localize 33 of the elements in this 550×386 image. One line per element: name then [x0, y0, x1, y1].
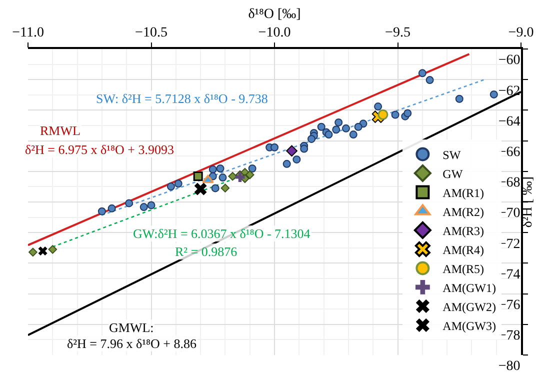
y-tick-label: −68	[498, 176, 520, 191]
legend-label: AM(R4)	[442, 242, 484, 257]
x-tick-label: −11.0	[12, 26, 44, 41]
y-tick-label: −74	[498, 267, 520, 282]
legend-label: AM(R2)	[442, 204, 484, 219]
y-tick-label: −80	[498, 359, 520, 374]
y-tick-label: −76	[498, 298, 520, 313]
y-tick-label: −78	[498, 328, 520, 344]
annotation: SW: δ²H = 5.7128 x δ¹⁸O - 9.738	[96, 91, 268, 106]
annotation: RMWL	[40, 123, 80, 138]
legend-label: AM(R5)	[442, 262, 484, 276]
y-tick-label: −60	[498, 53, 520, 68]
y-tick-label: −64	[498, 114, 520, 130]
x-axis-title: δ¹⁸O [‰]	[248, 6, 301, 22]
legend-label: GW	[442, 166, 464, 181]
annotation: δ²H = 6.975 x δ¹⁸O + 3.9093	[25, 142, 174, 157]
legend-label: AM(R1)	[442, 186, 484, 200]
x-tick-label: −10.5	[135, 26, 168, 41]
y-tick-label: −70	[498, 206, 520, 222]
x-tick-label: −9.5	[385, 26, 410, 41]
annotation: GW:δ²H = 6.0367 x δ¹⁸O - 7.1304	[133, 226, 311, 241]
legend-label: SW	[442, 148, 462, 162]
annotation: GMWL:	[109, 320, 154, 335]
legend-label: AM(GW1)	[442, 280, 496, 295]
y-tick-label: −72	[498, 236, 520, 252]
legend-label: AM(R3)	[442, 224, 484, 238]
annotation: δ²H = 7.96 x δ¹⁸O + 8.86	[67, 336, 198, 351]
legend-label: AM(GW2)	[442, 300, 496, 314]
legend-label: AM(GW3)	[442, 318, 496, 333]
x-tick-label: −9.0	[508, 26, 534, 41]
x-tick-label: −10.0	[258, 26, 291, 41]
y-tick-label: −66	[498, 145, 520, 160]
annotation: R² = 0.9876	[175, 244, 238, 259]
